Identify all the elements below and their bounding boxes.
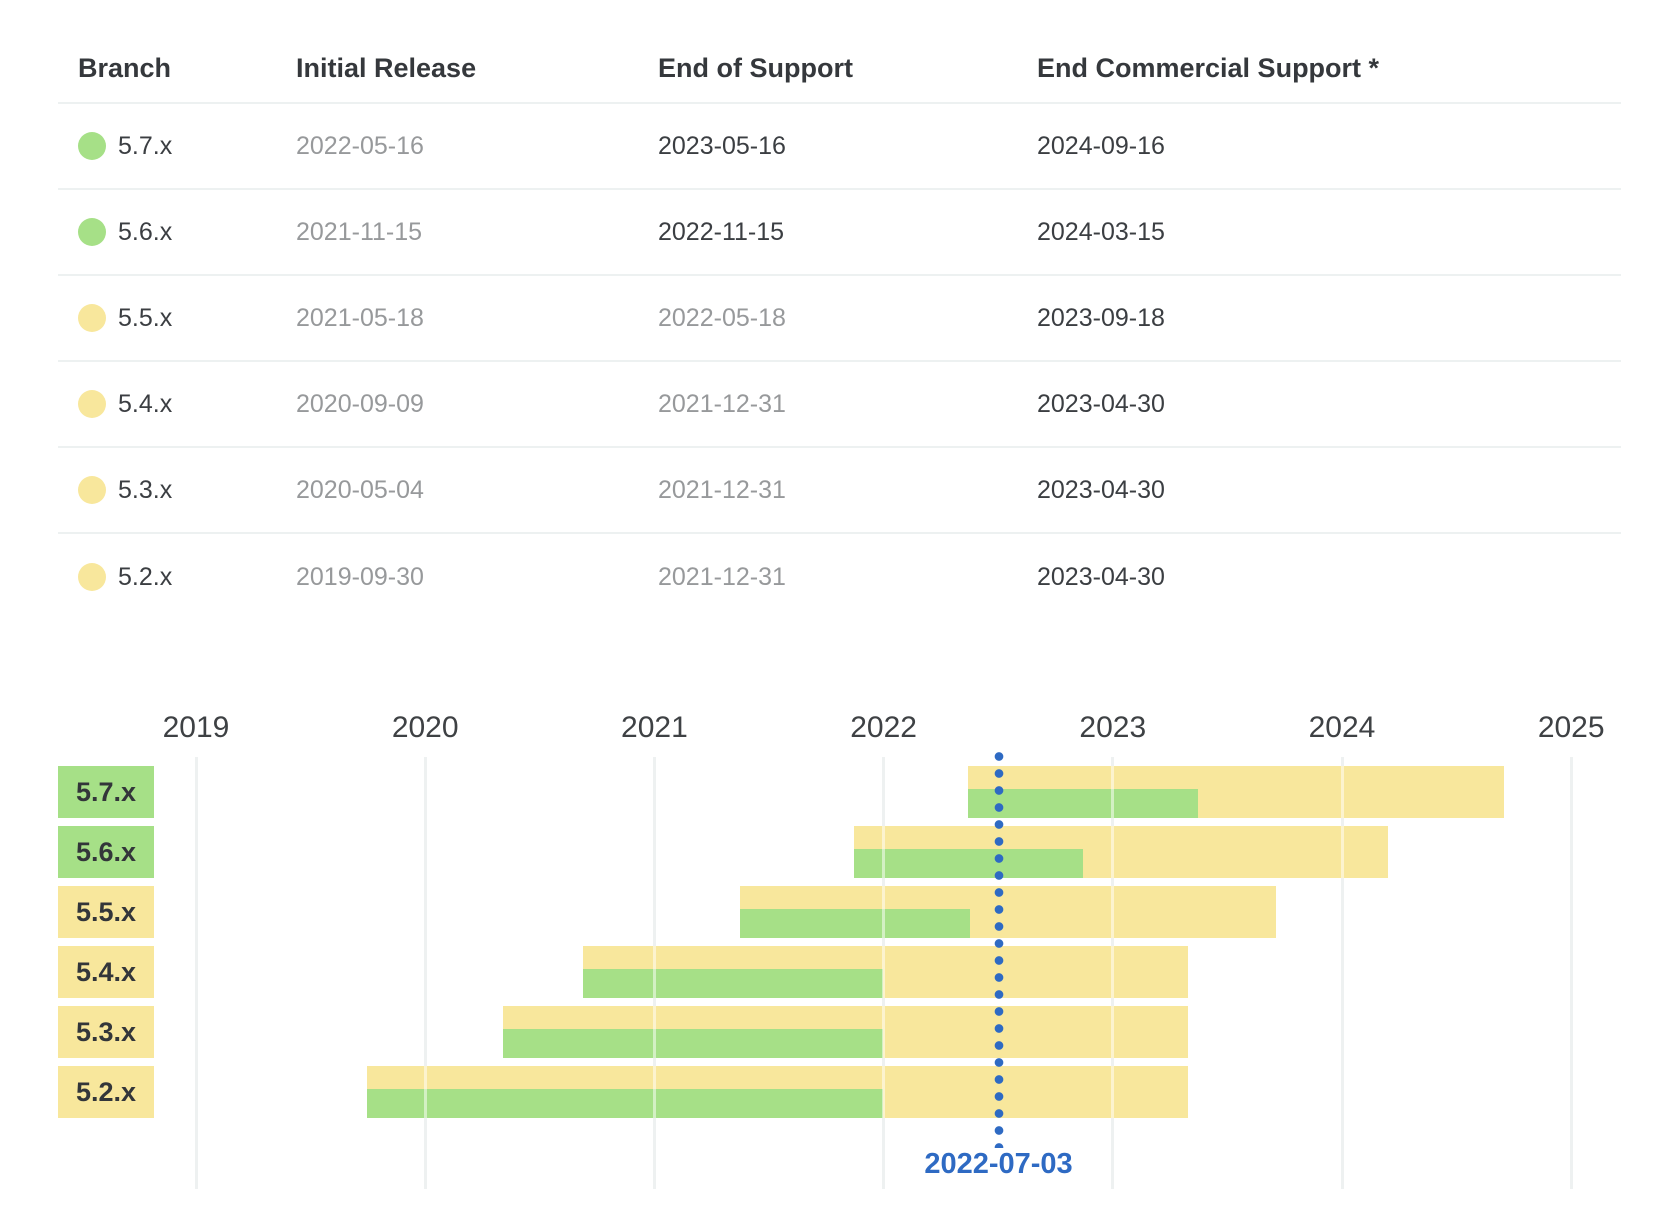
- timeline-row-label: 5.2.x: [58, 1066, 154, 1118]
- end-commercial-support-date: 2023-04-30: [1037, 562, 1165, 591]
- table-row: 5.5.x 2021-05-18 2022-05-18 2023-09-18: [58, 276, 1621, 362]
- end-commercial-support-date: 2023-04-30: [1037, 389, 1165, 418]
- end-commercial-support-date: 2024-09-16: [1037, 131, 1165, 160]
- year-axis-label: 2023: [1079, 711, 1147, 744]
- table-row: 5.7.x 2022-05-16 2023-05-16 2024-09-16: [58, 104, 1621, 190]
- table-header-row: Branch Initial Release End of Support En…: [58, 0, 1621, 104]
- active-support-bar: [366, 1089, 883, 1118]
- branch-cell: 5.2.x: [78, 563, 296, 592]
- end-commercial-support-date: 2023-09-18: [1037, 303, 1165, 332]
- year-gridline-overlay: [194, 757, 198, 1189]
- column-header-branch: Branch: [78, 53, 172, 83]
- initial-release-date: 2020-05-04: [296, 475, 424, 504]
- branch-label: 5.7.x: [118, 131, 173, 160]
- column-header-initial-release: Initial Release: [296, 53, 477, 83]
- active-support-bar: [502, 1029, 883, 1058]
- year-gridline-overlay: [1111, 757, 1115, 1189]
- branch-status-dot: [78, 218, 106, 246]
- branch-status-dot: [78, 563, 106, 591]
- branch-status-dot: [78, 304, 106, 332]
- branch-cell: 5.6.x: [78, 218, 296, 247]
- branch-label: 5.3.x: [118, 475, 173, 504]
- branch-label: 5.2.x: [118, 562, 173, 591]
- year-axis-label: 2024: [1308, 711, 1376, 744]
- branch-cell: 5.7.x: [78, 132, 296, 161]
- end-of-support-date: 2021-12-31: [658, 475, 786, 504]
- initial-release-date: 2021-05-18: [296, 303, 424, 332]
- branch-label: 5.4.x: [118, 389, 173, 418]
- year-axis-label: 2020: [391, 711, 459, 744]
- end-commercial-support-date: 2024-03-15: [1037, 217, 1165, 246]
- initial-release-date: 2022-05-16: [296, 131, 424, 160]
- year-gridline-overlay: [882, 757, 886, 1189]
- active-support-bar: [740, 909, 970, 938]
- year-gridline-overlay: [423, 757, 427, 1189]
- initial-release-date: 2020-09-09: [296, 389, 424, 418]
- active-support-bar: [583, 969, 883, 998]
- initial-release-date: 2019-09-30: [296, 562, 424, 591]
- branch-status-dot: [78, 132, 106, 160]
- initial-release-date: 2021-11-15: [296, 217, 423, 246]
- table-row: 5.3.x 2020-05-04 2021-12-31 2023-04-30: [58, 448, 1621, 534]
- table-row: 5.2.x 2019-09-30 2021-12-31 2023-04-30: [58, 534, 1621, 620]
- table-body: 5.7.x 2022-05-16 2023-05-16 2024-09-16 5.6.x…: [58, 104, 1621, 620]
- column-header-end-of-support: End of Support: [658, 53, 853, 83]
- end-of-support-date: 2021-12-31: [658, 389, 786, 418]
- end-of-support-date: 2022-05-18: [658, 303, 786, 332]
- branch-cell: 5.3.x: [78, 476, 296, 505]
- year-axis-label: 2025: [1537, 711, 1605, 744]
- end-commercial-support-date: 2023-04-30: [1037, 475, 1165, 504]
- active-support-bar: [854, 849, 1084, 878]
- year-axis-label: 2021: [621, 711, 688, 744]
- branch-cell: 5.4.x: [78, 390, 296, 419]
- branch-status-dot: [78, 476, 106, 504]
- end-of-support-date: 2021-12-31: [658, 562, 786, 591]
- branch-support-table: Branch Initial Release End of Support En…: [58, 0, 1621, 620]
- branch-label: 5.6.x: [118, 217, 173, 246]
- year-axis-label: 2019: [162, 711, 230, 744]
- year-gridline-overlay: [652, 757, 656, 1189]
- table-row: 5.6.x 2021-11-15 2022-11-15 2024-03-15: [58, 190, 1621, 276]
- active-support-bar: [968, 789, 1198, 818]
- table-row: 5.4.x 2020-09-09 2021-12-31 2023-04-30: [58, 362, 1621, 448]
- timeline-row-label: 5.3.x: [58, 1006, 154, 1058]
- branch-label: 5.5.x: [118, 303, 173, 332]
- year-gridline-overlay: [1340, 757, 1344, 1189]
- column-header-end-commercial-support: End Commercial Support *: [1037, 53, 1380, 83]
- year-axis-label: 2022: [850, 711, 917, 744]
- end-of-support-date: 2023-05-16: [658, 131, 786, 160]
- branch-status-dot: [78, 390, 106, 418]
- today-marker-label: 2022-07-03: [924, 1148, 1073, 1180]
- timeline-row-label: 5.5.x: [58, 886, 154, 938]
- timeline-row-label: 5.4.x: [58, 946, 154, 998]
- end-of-support-date: 2022-11-15: [658, 217, 785, 246]
- timeline-row-label: 5.6.x: [58, 826, 154, 878]
- year-gridline-overlay: [1569, 757, 1573, 1189]
- today-marker-line: [994, 748, 1003, 1148]
- timeline-row-label: 5.7.x: [58, 766, 154, 818]
- branch-cell: 5.5.x: [78, 304, 296, 333]
